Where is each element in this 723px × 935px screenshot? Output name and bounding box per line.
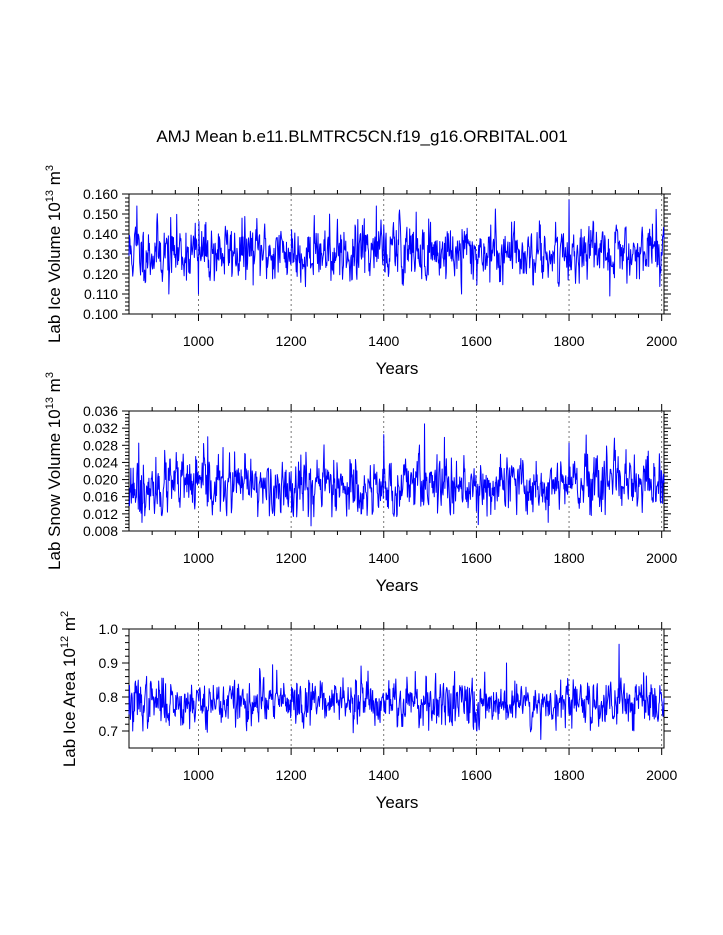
x-tick-label: 1400: [368, 767, 399, 783]
x-tick-label: 2000: [646, 767, 677, 783]
y-tick-label: 0.130: [83, 246, 118, 262]
y-tick-label: 0.020: [83, 472, 118, 488]
y-axis-label: Lab Ice Area 1012 m2: [59, 611, 79, 767]
plot-frame: [128, 410, 665, 532]
chart-title: AMJ Mean b.e11.BLMTRC5CN.f19_g16.ORBITAL…: [156, 127, 567, 146]
y-tick-label: 0.100: [83, 306, 118, 322]
y-tick-label: 0.110: [84, 286, 118, 302]
x-tick-label: 1200: [276, 550, 307, 566]
x-tick-label: 1200: [276, 333, 307, 349]
x-tick-label: 1200: [276, 767, 307, 783]
y-axis-label: Lab Ice Volume 1013 m3: [44, 165, 64, 343]
y-axis-label: Lab Snow Volume 1013 m3: [44, 372, 64, 570]
y-tick-label: 0.012: [83, 506, 118, 522]
y-tick-label: 0.024: [83, 454, 118, 470]
x-tick-label: 1800: [553, 333, 584, 349]
panel-ice-area: 0.7 0.8 0.9 1.0 1000 1200 1400 1600 1800 2000 Ye…: [59, 611, 677, 812]
y-tick-label: 0.016: [83, 489, 118, 505]
x-tick-label: 1800: [553, 767, 584, 783]
x-tick-label: 1600: [461, 767, 492, 783]
x-tick-label: 2000: [646, 333, 677, 349]
x-tick-label: 1400: [368, 333, 399, 349]
x-tick-label: 1000: [183, 767, 214, 783]
series-line-snow-volume: [128, 423, 665, 527]
x-tick-label: 1600: [461, 333, 492, 349]
y-tick-label: 0.8: [99, 689, 119, 705]
y-tick-label: 0.036: [83, 403, 118, 419]
x-tick-label: 1800: [553, 550, 584, 566]
y-tick-label: 0.008: [83, 523, 118, 539]
series-line-ice-volume: [128, 199, 665, 297]
y-tick-label: 0.160: [83, 186, 118, 202]
y-tick-label: 0.150: [83, 206, 118, 222]
y-tick-label: 1.0: [99, 621, 119, 637]
x-axis-label: Years: [376, 793, 419, 812]
y-tick-label: 0.120: [83, 266, 118, 282]
x-tick-label: 2000: [646, 550, 677, 566]
y-tick-label: 0.032: [83, 420, 118, 436]
x-tick-label: 1000: [183, 550, 214, 566]
x-tick-label: 1000: [183, 333, 214, 349]
x-axis-label: Years: [376, 359, 419, 378]
series-line-ice-area: [128, 643, 665, 740]
y-tick-label: 0.140: [83, 226, 118, 242]
y-tick-label: 0.9: [99, 655, 119, 671]
x-tick-label: 1400: [368, 550, 399, 566]
y-tick-label: 0.7: [99, 723, 119, 739]
panel-ice-volume: 0.100 0.110 0.120 0.130 0.140 0.150 0.160 1000…: [44, 165, 677, 378]
y-tick-label: 0.028: [83, 437, 118, 453]
x-axis-label: Years: [376, 576, 419, 595]
x-tick-label: 1600: [461, 550, 492, 566]
